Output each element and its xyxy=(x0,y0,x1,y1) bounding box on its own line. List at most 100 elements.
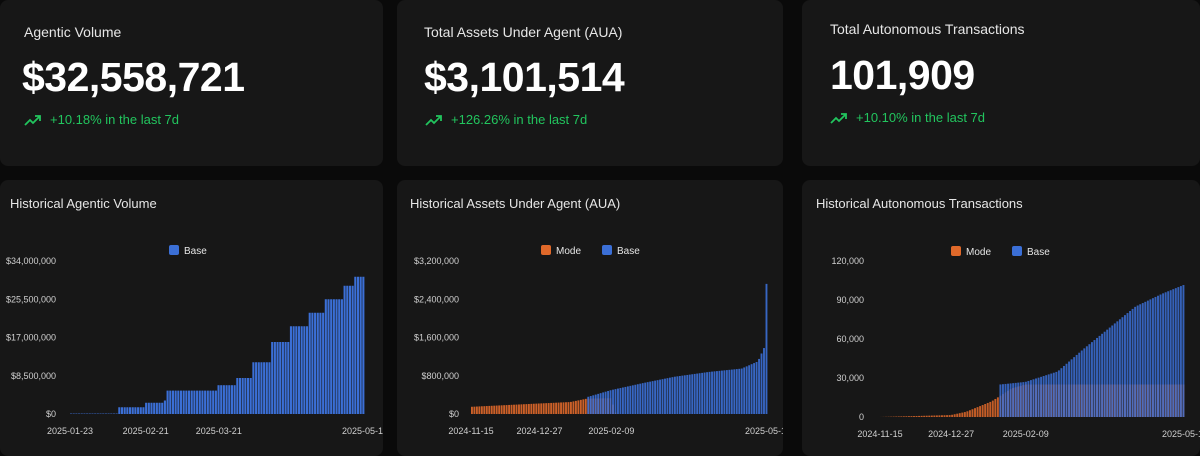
bar-base xyxy=(241,378,244,414)
bar-base xyxy=(723,370,726,414)
series-base xyxy=(70,276,365,414)
bar-base xyxy=(1169,290,1172,417)
bar-base xyxy=(730,369,733,414)
bar-base xyxy=(683,375,686,414)
y-tick-label: $800,000 xyxy=(421,371,459,381)
bar-base xyxy=(696,373,699,414)
bar-mode xyxy=(570,401,572,414)
bar-base xyxy=(639,383,642,414)
x-tick-label: 2025-05-14 xyxy=(1162,429,1200,439)
bar-base xyxy=(1167,291,1170,417)
bar-base xyxy=(177,390,180,414)
bar-mode xyxy=(503,405,506,414)
legend-swatch-mode xyxy=(951,246,961,256)
bar-base xyxy=(1063,365,1065,417)
bar-base xyxy=(311,312,314,414)
bar-base xyxy=(252,362,255,414)
bar-base xyxy=(641,383,644,414)
bar-mode xyxy=(579,399,582,414)
bar-base xyxy=(1073,357,1076,417)
bar-base xyxy=(163,400,166,414)
bar-mode xyxy=(498,405,501,414)
bar-base xyxy=(230,385,233,414)
bar-base xyxy=(636,384,639,414)
y-tick-label: $8,500,000 xyxy=(11,371,56,381)
bar-base xyxy=(271,342,274,414)
bar-base xyxy=(1139,304,1142,417)
bar-base xyxy=(1118,319,1121,417)
bar-base xyxy=(1032,379,1035,417)
y-tick-label: 0 xyxy=(859,412,864,422)
bar-mode xyxy=(572,401,575,414)
bar-base xyxy=(644,382,647,414)
bar-base xyxy=(609,390,612,414)
bar-base xyxy=(1004,383,1007,417)
bar-mode xyxy=(471,406,473,414)
bar-mode xyxy=(522,404,525,414)
bar-mode xyxy=(537,403,540,414)
bar-base xyxy=(1129,310,1132,417)
bar-base xyxy=(1131,308,1134,417)
bar-base xyxy=(193,390,196,414)
bar-mode xyxy=(943,415,946,417)
series-mode xyxy=(471,398,617,414)
bar-mode xyxy=(963,412,966,417)
bar-base xyxy=(139,407,142,414)
bar-base xyxy=(718,370,721,414)
bar-mode xyxy=(527,403,530,414)
bar-mode xyxy=(535,403,538,414)
bar-mode xyxy=(946,415,949,417)
bar-mode xyxy=(953,414,956,417)
y-tick-label: $3,200,000 xyxy=(414,256,459,266)
x-tick-label: 2024-12-27 xyxy=(517,426,563,436)
bar-mode xyxy=(961,412,964,417)
bar-mode xyxy=(915,415,918,417)
bar-base xyxy=(1182,285,1185,417)
bar-base xyxy=(260,362,263,414)
y-tick-label: $34,000,000 xyxy=(6,256,56,266)
bar-mode xyxy=(508,404,511,414)
legend-label-base: Base xyxy=(617,246,640,257)
bar-mode xyxy=(520,404,523,414)
bar-base xyxy=(725,370,728,414)
bar-mode xyxy=(582,399,585,414)
bar-mode xyxy=(550,402,553,414)
bar-base xyxy=(322,312,325,414)
bar-mode xyxy=(948,415,951,417)
bar-base xyxy=(659,379,661,414)
stat-value: $32,558,721 xyxy=(22,54,245,100)
bar-base xyxy=(1068,361,1071,417)
bar-base xyxy=(324,299,327,414)
trend-up-icon xyxy=(425,114,442,126)
bar-base xyxy=(626,386,629,414)
bar-base xyxy=(597,393,600,414)
bar-mode xyxy=(485,406,488,414)
bar-base xyxy=(1045,375,1048,417)
bar-base xyxy=(1126,313,1129,417)
bar-base xyxy=(1157,295,1159,417)
bar-base xyxy=(338,299,341,414)
bar-base xyxy=(319,312,322,414)
bar-base xyxy=(706,372,709,414)
bar-base xyxy=(233,385,236,414)
bar-base xyxy=(204,390,207,414)
bar-base xyxy=(676,376,679,414)
bar-base xyxy=(1151,298,1154,417)
bar-base xyxy=(351,285,354,414)
bar-base xyxy=(1075,354,1078,417)
bar-base xyxy=(629,385,632,414)
bar-base xyxy=(748,365,751,414)
x-tick-label: 2025-01-23 xyxy=(47,426,93,436)
bar-base xyxy=(1078,352,1081,417)
bar-mode xyxy=(925,415,928,417)
bar-base xyxy=(332,299,335,414)
bar-mode xyxy=(565,402,567,414)
bar-base xyxy=(661,379,664,414)
bar-base xyxy=(681,375,684,414)
x-tick-label: 2024-12-27 xyxy=(928,429,974,439)
bar-base xyxy=(222,385,225,414)
bar-base xyxy=(1009,383,1012,417)
agentic-volume-chart: Base $0 $8,500,000 $17,000,000 $25,500,000 $3… xyxy=(6,245,383,436)
bar-base xyxy=(129,407,132,414)
legend-label-mode: Mode xyxy=(556,246,581,257)
